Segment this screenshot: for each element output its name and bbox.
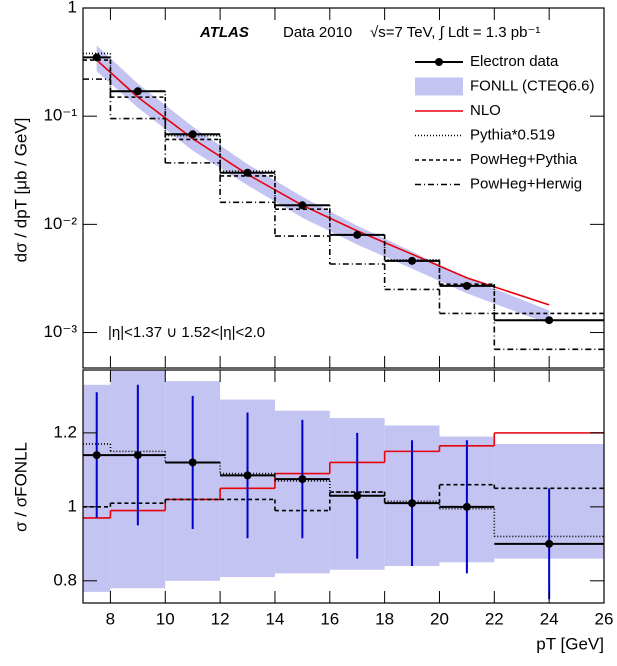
plot-frame bbox=[82, 369, 605, 604]
data-point bbox=[133, 451, 142, 460]
data-point bbox=[353, 491, 362, 500]
data-point bbox=[462, 502, 471, 511]
data-point bbox=[545, 539, 554, 548]
fonll-band bbox=[96, 45, 550, 324]
legend-label: NLO bbox=[470, 102, 501, 119]
data-point bbox=[408, 499, 417, 508]
region-label: |η|<1.37 ∪ 1.52<|η|<2.0 bbox=[108, 324, 265, 341]
x-tick-label: 24 bbox=[540, 609, 559, 628]
data-point bbox=[133, 87, 142, 96]
y-tick-label: 10⁻² bbox=[43, 214, 77, 233]
x-axis-title: pT [GeV] bbox=[536, 634, 604, 653]
legend-label: Electron data bbox=[470, 53, 559, 70]
legend-swatch bbox=[435, 58, 443, 66]
data-point bbox=[298, 475, 307, 484]
data-point bbox=[353, 230, 362, 239]
x-tick-label: 18 bbox=[375, 609, 394, 628]
x-tick-label: 20 bbox=[430, 609, 449, 628]
legend-label: PowHeg+Pythia bbox=[470, 151, 578, 168]
x-tick-label: 22 bbox=[485, 609, 504, 628]
data-point bbox=[188, 458, 197, 467]
legend-label: PowHeg+Herwig bbox=[470, 175, 582, 192]
energy-label: √s=7 TeV, ∫ Ldt = 1.3 pb⁻¹ bbox=[370, 24, 540, 41]
y-tick-label: 0.8 bbox=[53, 570, 77, 589]
legend-label: FONLL (CTEQ6.6) bbox=[470, 77, 594, 94]
x-tick-label: 14 bbox=[265, 609, 284, 628]
data-point bbox=[92, 53, 101, 62]
x-tick-label: 16 bbox=[320, 609, 339, 628]
x-tick-label: 8 bbox=[106, 609, 115, 628]
atlas-label: ATLAS bbox=[199, 24, 249, 41]
data-point bbox=[243, 168, 252, 177]
data-point bbox=[298, 201, 307, 210]
data-point bbox=[243, 471, 252, 480]
y-tick-label: 1 bbox=[68, 0, 77, 16]
data-point bbox=[92, 451, 101, 460]
y-axis-title: dσ / dpT [μb / GeV] bbox=[11, 118, 30, 263]
data-point bbox=[188, 130, 197, 139]
data-point bbox=[462, 281, 471, 290]
data-label: Data 2010 bbox=[283, 24, 352, 41]
data-point bbox=[408, 256, 417, 265]
x-tick-label: 26 bbox=[595, 609, 614, 628]
legend-label: Pythia*0.519 bbox=[470, 126, 555, 143]
x-tick-label: 10 bbox=[156, 609, 175, 628]
y-tick-label: 1.2 bbox=[53, 422, 77, 441]
y-tick-label: 1 bbox=[68, 496, 77, 515]
x-tick-label: 12 bbox=[211, 609, 230, 628]
data-point bbox=[545, 316, 554, 325]
y-axis-title: σ / σFONLL bbox=[11, 442, 30, 532]
legend-swatch bbox=[415, 77, 463, 96]
y-tick-label: 10⁻³ bbox=[43, 322, 77, 341]
plot-frame bbox=[82, 7, 605, 369]
y-tick-label: 10⁻¹ bbox=[43, 106, 77, 125]
